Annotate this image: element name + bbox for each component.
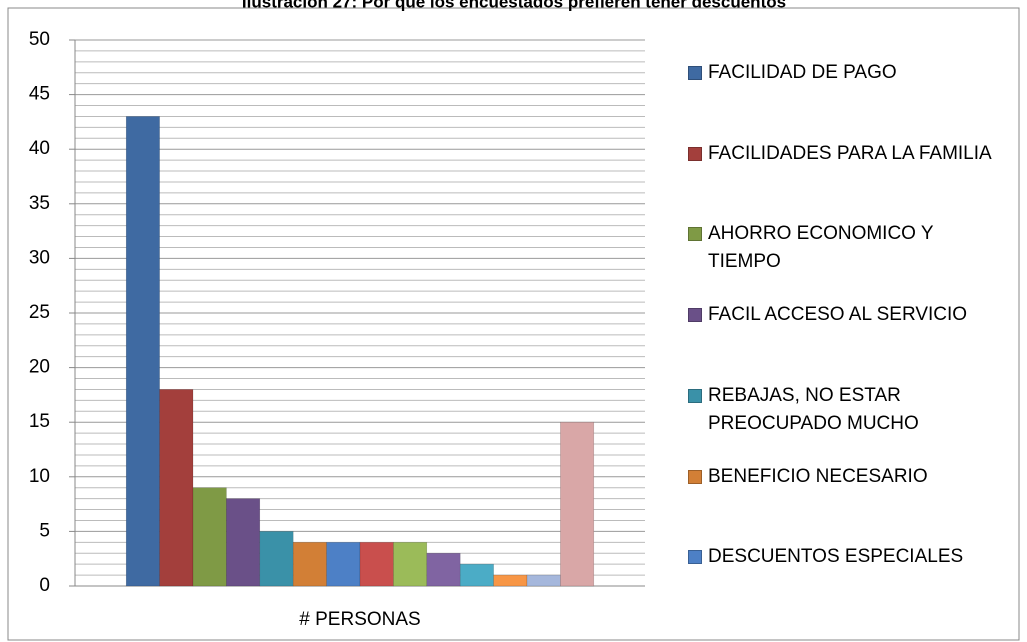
legend-swatch [688, 66, 702, 80]
legend-item: BENEFICIO NECESARIO [688, 463, 1008, 491]
legend-item: FACILIDAD DE PAGO [688, 59, 1008, 87]
y-tick-label: 0 [39, 575, 50, 596]
bar [125, 116, 160, 587]
chart-title: Ilustración 27: Por qué los encuestados … [242, 0, 786, 11]
bar [292, 542, 327, 587]
legend-item: AHORRO ECONOMICO Y TIEMPO [688, 220, 1008, 276]
y-tick-label: 45 [29, 84, 50, 105]
legend-label: FACILIDADES PARA LA FAMILIA [708, 142, 992, 164]
legend-label: BENEFICIO NECESARIO [708, 465, 928, 487]
y-tick-label: 15 [29, 411, 50, 432]
y-tick-label: 10 [29, 466, 50, 487]
legend-swatch [688, 388, 702, 403]
bar [493, 574, 528, 587]
y-tick-label: 30 [29, 247, 50, 268]
bar [192, 487, 227, 587]
y-tick-label: 25 [29, 302, 50, 323]
bar [426, 552, 461, 587]
bar [526, 574, 561, 587]
bar [326, 542, 361, 587]
y-tick-label: 40 [29, 138, 50, 159]
legend-label: REBAJAS, NO ESTAR PREOCUPADO MUCHO [708, 384, 919, 434]
legend-item: DESCUENTOS ESPECIALES [688, 543, 1008, 571]
bar [259, 531, 294, 587]
legend-label: DESCUENTOS ESPECIALES [708, 546, 964, 568]
bar [159, 389, 194, 587]
legend-item: REBAJAS, NO ESTAR PREOCUPADO MUCHO [688, 382, 1008, 438]
y-tick-label: 35 [29, 193, 50, 214]
y-tick-label: 5 [39, 520, 50, 541]
bar [393, 542, 428, 587]
legend-swatch [688, 308, 702, 323]
bar [459, 563, 494, 587]
legend-label: AHORRO ECONOMICO Y TIEMPO [708, 223, 934, 273]
y-tick-label: 20 [29, 357, 50, 378]
legend-item: FACILIDADES PARA LA FAMILIA [688, 140, 1008, 168]
bar [226, 498, 261, 587]
x-tick-label: # PERSONAS [299, 609, 420, 630]
legend-swatch [688, 227, 702, 242]
legend-label: FACILIDAD DE PAGO [708, 62, 897, 83]
bar [560, 421, 595, 587]
legend-swatch [688, 469, 702, 484]
legend-swatch [688, 146, 702, 161]
y-tick-label: 50 [29, 29, 50, 50]
legend-label: FACIL ACCESO AL SERVICIO [708, 304, 968, 326]
legend-swatch [688, 550, 702, 565]
bar [359, 542, 394, 587]
legend-item: FACIL ACCESO AL SERVICIO [688, 301, 1008, 329]
